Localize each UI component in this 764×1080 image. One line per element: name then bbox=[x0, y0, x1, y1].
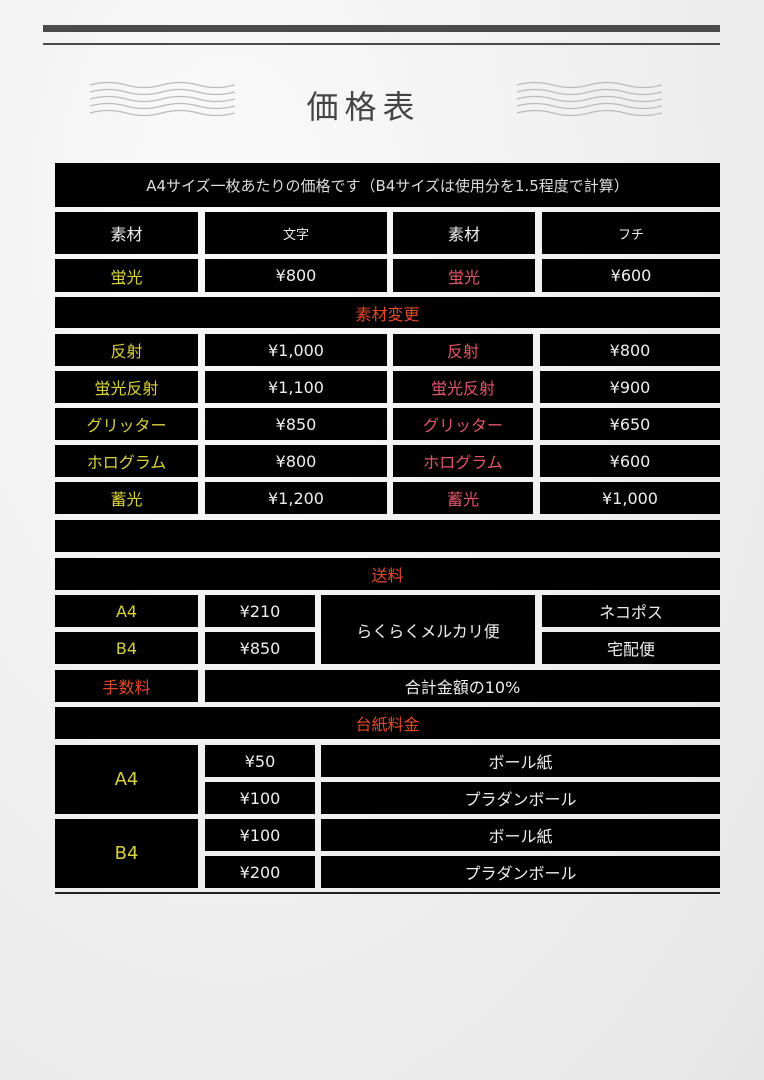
mount-price: ¥100 bbox=[205, 782, 315, 814]
material-change-border-price: ¥600 bbox=[540, 445, 720, 477]
material-change-border-name: ホログラム bbox=[393, 445, 533, 477]
header-border: フチ bbox=[542, 212, 720, 254]
material-change-text-name: 蓄光 bbox=[55, 482, 198, 514]
spacer-row bbox=[55, 520, 720, 552]
top-thick-rule bbox=[43, 25, 720, 32]
section-shipping: 送料 bbox=[55, 558, 720, 590]
wave-decoration-left bbox=[90, 81, 235, 117]
table-bottom-rule bbox=[55, 892, 720, 894]
material-change-text-name: 蛍光反射 bbox=[55, 371, 198, 403]
mount-price: ¥50 bbox=[205, 745, 315, 777]
material-change-text-name: 反射 bbox=[55, 334, 198, 366]
material-change-border-price: ¥800 bbox=[540, 334, 720, 366]
material-change-border-price: ¥1,000 bbox=[540, 482, 720, 514]
material-change-text-price: ¥1,000 bbox=[205, 334, 387, 366]
mount-type: ボール紙 bbox=[321, 745, 720, 777]
material-change-border-name: グリッター bbox=[393, 408, 533, 440]
material-change-text-name: ホログラム bbox=[55, 445, 198, 477]
material-change-text-price: ¥1,100 bbox=[205, 371, 387, 403]
section-mount: 台紙料金 bbox=[55, 707, 720, 739]
shipping-size: B4 bbox=[55, 632, 198, 664]
material-change-text-name: グリッター bbox=[55, 408, 198, 440]
mount-size: B4 bbox=[55, 819, 198, 888]
base-text-price: ¥800 bbox=[205, 259, 387, 292]
mount-price: ¥100 bbox=[205, 819, 315, 851]
material-change-text-price: ¥800 bbox=[205, 445, 387, 477]
fee-label: 手数料 bbox=[55, 670, 198, 702]
shipping-size: A4 bbox=[55, 595, 198, 627]
material-change-border-name: 蛍光反射 bbox=[393, 371, 533, 403]
base-material-border: 蛍光 bbox=[393, 259, 535, 292]
shipping-price: ¥210 bbox=[205, 595, 315, 627]
material-change-border-name: 反射 bbox=[393, 334, 533, 366]
price-note: A4サイズ一枚あたりの価格です（B4サイズは使用分を1.5程度で計算） bbox=[55, 163, 720, 207]
material-change-text-price: ¥1,200 bbox=[205, 482, 387, 514]
shipping-service: らくらくメルカリ便 bbox=[321, 595, 535, 664]
material-change-text-price: ¥850 bbox=[205, 408, 387, 440]
top-thin-rule bbox=[43, 43, 720, 45]
mount-type: プラダンボール bbox=[321, 782, 720, 814]
section-material-change: 素材変更 bbox=[55, 297, 720, 328]
mount-price: ¥200 bbox=[205, 856, 315, 888]
mount-type: プラダンボール bbox=[321, 856, 720, 888]
shipping-method: ネコポス bbox=[542, 595, 720, 627]
fee-value: 合計金額の10% bbox=[205, 670, 720, 702]
page-title: 価格表 bbox=[306, 88, 421, 126]
shipping-price: ¥850 bbox=[205, 632, 315, 664]
base-border-price: ¥600 bbox=[542, 259, 720, 292]
mount-type: ボール紙 bbox=[321, 819, 720, 851]
material-change-border-price: ¥900 bbox=[540, 371, 720, 403]
header-material-border: 素材 bbox=[393, 212, 535, 254]
shipping-method: 宅配便 bbox=[542, 632, 720, 664]
material-change-border-name: 蓄光 bbox=[393, 482, 533, 514]
material-change-border-price: ¥650 bbox=[540, 408, 720, 440]
header-material-text: 素材 bbox=[55, 212, 198, 254]
mount-size: A4 bbox=[55, 745, 198, 814]
wave-decoration-right bbox=[517, 81, 662, 117]
base-material-text: 蛍光 bbox=[55, 259, 198, 292]
header-text: 文字 bbox=[205, 212, 387, 254]
